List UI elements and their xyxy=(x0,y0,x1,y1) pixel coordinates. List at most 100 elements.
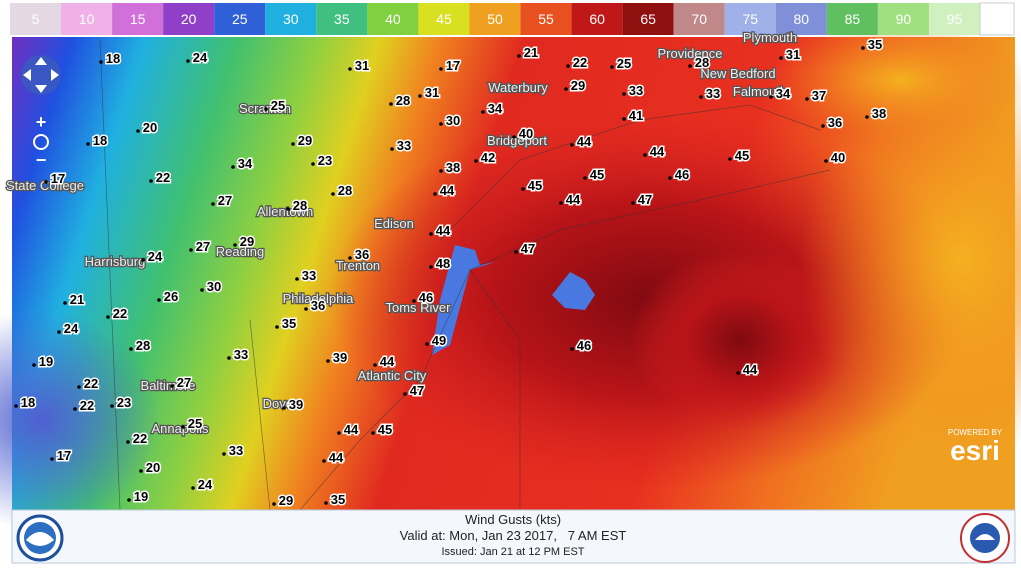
city-label: Edison xyxy=(374,216,414,231)
city-label: Philadelphia xyxy=(283,291,355,306)
city-label: Reading xyxy=(216,244,264,259)
station-dot xyxy=(14,404,18,408)
station-value: 44 xyxy=(650,144,665,159)
station-value: 31 xyxy=(786,47,800,62)
legend-swatch xyxy=(214,3,266,35)
station-dot xyxy=(688,64,692,68)
city-label: Allentown xyxy=(257,204,313,219)
station-dot xyxy=(412,299,416,303)
station-value: 20 xyxy=(146,460,160,475)
shade xyxy=(0,310,160,530)
station-value: 17 xyxy=(446,58,460,73)
station-dot xyxy=(433,192,437,196)
station-value: 34 xyxy=(488,101,503,116)
station-value: 44 xyxy=(344,422,359,437)
station-dot xyxy=(805,97,809,101)
station-dot xyxy=(821,124,825,128)
station-value: 44 xyxy=(329,450,344,465)
station-dot xyxy=(295,277,299,281)
station-value: 44 xyxy=(743,362,758,377)
legend-swatch xyxy=(469,3,521,35)
station-value: 17 xyxy=(51,171,65,186)
station-value: 44 xyxy=(440,183,455,198)
nav-control[interactable]: + − xyxy=(21,55,61,170)
station-value: 41 xyxy=(629,108,643,123)
station-value: 33 xyxy=(229,443,243,458)
station-dot xyxy=(371,431,375,435)
station-dot xyxy=(769,95,773,99)
station-dot xyxy=(141,258,145,262)
boundaries xyxy=(99,39,831,511)
station-value: 23 xyxy=(318,153,332,168)
station-value: 45 xyxy=(590,167,604,182)
station-value: 25 xyxy=(271,98,285,113)
station-value: 30 xyxy=(207,279,221,294)
station-dot xyxy=(668,176,672,180)
footer-issued: Issued: Jan 21 at 12 PM EST xyxy=(441,546,584,558)
station-value: 33 xyxy=(397,138,411,153)
city-label: Baltimore xyxy=(141,378,196,393)
legend: 5 10 15 20 25 30 35 40 45 50 55 60 65 70 75 80 85 90 95 xyxy=(10,3,980,35)
station-dot xyxy=(403,392,407,396)
legend-label: 15 xyxy=(130,11,146,27)
city-label: New Bedford xyxy=(700,66,775,81)
legend-swatch xyxy=(265,3,317,35)
station-dot xyxy=(86,142,90,146)
station-value: 35 xyxy=(331,492,345,507)
station-value: 29 xyxy=(279,493,293,508)
station-value: 33 xyxy=(706,86,720,101)
station-dot xyxy=(512,135,516,139)
station-dot xyxy=(129,347,133,351)
station-value: 46 xyxy=(675,167,689,182)
station-dot xyxy=(50,457,54,461)
station-dot xyxy=(779,56,783,60)
station-dot xyxy=(136,129,140,133)
legend-label: 20 xyxy=(181,11,197,27)
station-value: 45 xyxy=(735,148,749,163)
bay xyxy=(552,272,595,310)
bay xyxy=(432,245,495,355)
station-value: 22 xyxy=(84,376,98,391)
station-value: 45 xyxy=(528,178,542,193)
legend-label: 25 xyxy=(232,11,248,27)
station-dot xyxy=(610,65,614,69)
station-dot xyxy=(157,298,161,302)
station-dot xyxy=(570,143,574,147)
station-value: 31 xyxy=(355,58,369,73)
legend-label: 65 xyxy=(640,11,656,27)
station-value: 33 xyxy=(302,268,316,283)
legend-swatch xyxy=(61,3,113,35)
legend-label: 60 xyxy=(589,11,605,27)
station-dot xyxy=(425,342,429,346)
station-value: 27 xyxy=(196,239,210,254)
station-value: 21 xyxy=(524,45,538,60)
city-label: Plymouth xyxy=(743,30,797,45)
station-value: 37 xyxy=(812,88,826,103)
city-label: Bridgeport xyxy=(487,133,547,148)
city-label: Trenton xyxy=(336,258,380,273)
station-dot xyxy=(631,201,635,205)
station-value: 35 xyxy=(282,316,296,331)
station-dot xyxy=(570,347,574,351)
legend-swatch xyxy=(367,3,419,35)
station-value: 35 xyxy=(868,37,882,52)
legend-swatch xyxy=(622,3,674,35)
station-dot xyxy=(521,187,525,191)
footer-title: Wind Gusts (kts) xyxy=(465,512,561,527)
station-dot xyxy=(474,159,478,163)
svg-text:+: + xyxy=(36,112,47,132)
station-dot xyxy=(44,180,48,184)
station-dot xyxy=(326,359,330,363)
station-value: 24 xyxy=(198,477,213,492)
station-dot xyxy=(699,95,703,99)
station-dot xyxy=(514,250,518,254)
station-value: 19 xyxy=(39,354,53,369)
legend-swatch xyxy=(673,3,725,35)
station-value: 31 xyxy=(425,85,439,100)
station-dot xyxy=(337,431,341,435)
station-dot xyxy=(429,265,433,269)
station-value: 47 xyxy=(521,241,535,256)
station-value: 30 xyxy=(446,113,460,128)
station-value: 36 xyxy=(311,298,325,313)
